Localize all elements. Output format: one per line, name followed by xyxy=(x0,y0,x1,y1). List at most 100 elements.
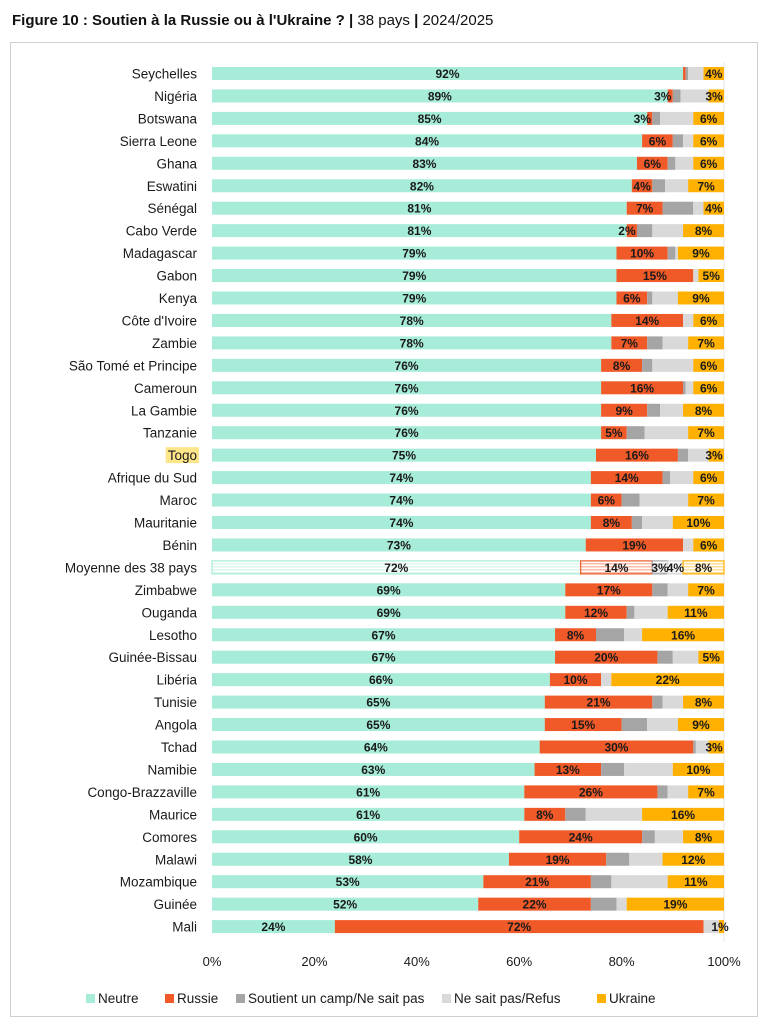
bar-neutre-tanzanie xyxy=(212,426,602,440)
bar-soutient-sao-tome-et-principe xyxy=(642,358,653,372)
bar-nsp-zimbabwe xyxy=(667,583,689,597)
bar-russie-mozambique xyxy=(483,875,591,889)
data-label-neutre-maroc: 74% xyxy=(389,494,413,508)
category-label-maroc: Maroc xyxy=(159,493,197,508)
data-label-neutre-ghana: 83% xyxy=(412,157,436,171)
data-label-neutre-gabon: 79% xyxy=(402,269,426,283)
bar-nsp-namibie xyxy=(624,762,673,776)
bar-nsp-la-gambie xyxy=(660,403,684,417)
category-label-malawi: Malawi xyxy=(155,852,197,867)
bar-soutient-malawi xyxy=(606,852,630,866)
data-label-neutre-tunisie: 65% xyxy=(366,696,390,710)
data-label-neutre-liberia: 66% xyxy=(369,673,393,687)
bar-soutient-sierra-leone xyxy=(672,134,684,148)
bar-neutre-maroc xyxy=(212,493,591,507)
data-label-russie-zambie: 7% xyxy=(621,336,639,350)
bar-soutient-togo xyxy=(677,448,689,462)
data-label-neutre-tanzanie: 76% xyxy=(395,426,419,440)
bar-ukraine-namibie xyxy=(672,762,724,776)
category-label-cameroun: Cameroun xyxy=(134,381,197,396)
bar-russie-madagascar xyxy=(616,246,668,260)
bar-ukraine-tchad xyxy=(708,740,724,754)
data-label-russie-eswatini: 4% xyxy=(633,179,651,193)
category-label-tchad: Tchad xyxy=(161,740,197,755)
category-label-cabo-verde: Cabo Verde xyxy=(126,224,197,239)
data-label-ukraine-congo-brazzaville: 7% xyxy=(697,785,715,799)
bar-nsp-senegal xyxy=(693,201,704,215)
bar-neutre-seychelles xyxy=(212,67,684,80)
data-label-russie-namibie: 13% xyxy=(556,763,580,777)
bar-soutient-senegal xyxy=(662,201,694,215)
bar-neutre-senegal xyxy=(212,201,627,215)
data-label-neutre-kenya: 79% xyxy=(402,292,426,306)
category-label-botswana: Botswana xyxy=(138,111,198,126)
bar-nsp-benin xyxy=(683,538,694,552)
data-label-neutre-benin: 73% xyxy=(387,538,411,552)
category-label-guinee: Guinée xyxy=(153,897,197,912)
bar-soutient-ghana xyxy=(667,156,676,170)
bar-russie-cote-d-ivoire xyxy=(611,313,684,327)
bar-ukraine-cameroun xyxy=(693,381,724,395)
legend-label-russie: Russie xyxy=(177,991,218,1006)
bar-neutre-ghana xyxy=(212,156,637,170)
bar-ukraine-maurice xyxy=(642,807,724,821)
bar-nsp-malawi xyxy=(629,852,663,866)
data-label-russie-nigeria: 3% xyxy=(654,89,672,103)
bar-nsp-seychelles xyxy=(688,67,704,80)
data-label-neutre-madagascar: 79% xyxy=(402,247,426,261)
highlight-box xyxy=(165,447,199,464)
bar-russie-lesotho xyxy=(555,628,596,642)
data-label-neutre-malawi: 58% xyxy=(348,853,372,867)
legend-swatch-russie xyxy=(165,994,174,1003)
data-label-ukraine-comores: 8% xyxy=(695,830,713,844)
bar-neutre-cote-d-ivoire xyxy=(212,313,612,327)
category-label-gabon: Gabon xyxy=(156,269,197,284)
bar-russie-afrique-du-sud xyxy=(590,471,663,485)
bar-neutre-comores xyxy=(212,830,520,844)
bar-russie-maurice xyxy=(524,807,566,821)
category-label-maurice: Maurice xyxy=(149,807,197,822)
data-label-russie-sierra-leone: 6% xyxy=(649,134,667,148)
data-label-ukraine-seychelles: 4% xyxy=(705,67,723,81)
legend-swatch-ukraine xyxy=(597,994,606,1003)
data-label-ukraine-liberia: 22% xyxy=(656,673,680,687)
bar-ukraine-tunisie xyxy=(683,695,724,709)
data-label-ukraine-zimbabwe: 7% xyxy=(697,583,715,597)
bar-nsp-mali xyxy=(703,920,719,934)
category-label-benin: Bénin xyxy=(162,538,197,553)
data-label-ukraine-ouganda: 11% xyxy=(684,606,708,620)
category-label-comores: Comores xyxy=(142,830,197,845)
bar-russie-sierra-leone xyxy=(642,134,673,148)
data-label-ukraine-tanzanie: 7% xyxy=(697,426,715,440)
title-countries: 38 pays xyxy=(357,12,410,29)
data-label-russie-guinee-bissau: 20% xyxy=(594,651,618,665)
data-label-neutre-guinee: 52% xyxy=(333,898,357,912)
data-label-ukraine-sierra-leone: 6% xyxy=(700,134,718,148)
data-label-ukraine-ghana: 6% xyxy=(700,157,718,171)
data-label-neutre-maurice: 61% xyxy=(356,808,380,822)
bar-ukraine-zimbabwe xyxy=(688,583,724,597)
data-label-neutre-lesotho: 67% xyxy=(372,628,396,642)
category-label-ouganda: Ouganda xyxy=(141,605,197,620)
bar-soutient-tchad xyxy=(693,740,696,754)
category-label-ghana: Ghana xyxy=(156,156,197,171)
bar-soutient-kenya xyxy=(647,291,653,305)
bar-russie-nigeria xyxy=(667,89,673,103)
bar-neutre-sao-tome-et-principe xyxy=(212,358,602,372)
data-label-ukraine-mozambique: 11% xyxy=(684,875,708,889)
title-separator-2: | xyxy=(414,12,419,29)
bar-ukraine-angola xyxy=(677,718,724,732)
data-label-ukraine-angola: 9% xyxy=(692,718,710,732)
bar-nsp-afrique-du-sud xyxy=(670,471,694,485)
bar-russie-togo xyxy=(596,448,678,462)
x-tick-0: 0% xyxy=(203,954,222,969)
bar-russie-namibie xyxy=(534,762,602,776)
data-label-russie-maurice: 8% xyxy=(536,808,554,822)
bar-ukraine-senegal xyxy=(703,201,724,215)
category-label-zimbabwe: Zimbabwe xyxy=(135,583,197,598)
title-period: 2024/2025 xyxy=(422,12,494,29)
bar-neutre-zimbabwe xyxy=(212,583,566,597)
bar-russie-mali xyxy=(334,920,704,934)
data-label-ukraine-nigeria: 3% xyxy=(705,89,723,103)
legend-label-ukraine: Ukraine xyxy=(609,991,656,1006)
